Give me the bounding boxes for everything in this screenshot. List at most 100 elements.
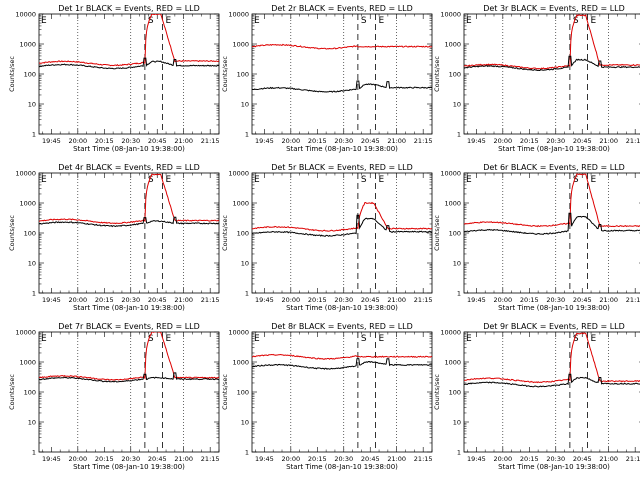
end-marker-label: E — [591, 334, 597, 344]
series-group — [252, 353, 432, 370]
axes-box — [463, 172, 640, 294]
x-tick-label: 21:00 — [174, 137, 193, 145]
x-tick-label: 21:15 — [414, 455, 433, 463]
x-tick-label: 21:15 — [626, 137, 640, 145]
y-tick-label: 100 — [237, 389, 249, 397]
y-axis-label: Counts/sec — [8, 215, 16, 251]
start-marker-label: S — [148, 175, 154, 185]
y-axis-label: Counts/sec — [221, 215, 229, 251]
x-tick-label: 20:15 — [308, 137, 327, 145]
y-tick-label: 10000 — [228, 170, 249, 178]
x-tick-label: 20:30 — [546, 137, 565, 145]
y-tick-label: 1000 — [232, 41, 249, 49]
detector-panel-8: Det 8r BLACK = Events, RED = LLD 1 10 100 10… — [221, 322, 433, 471]
x-axis-label: Start Time (08-Jan-10 19:38:00) — [73, 304, 185, 312]
x-tick-label: 20:30 — [334, 137, 353, 145]
detector-panel-6: Det 6r BLACK = Events, RED = LLD 1 10 100 10… — [433, 163, 640, 312]
corner-marker-label: E — [466, 334, 472, 344]
detector-panel-9: Det 9r BLACK = Events, RED = LLD 1 10 100 10… — [433, 322, 640, 471]
end-marker-label: E — [591, 175, 597, 185]
detector-panel-5: Det 5r BLACK = Events, RED = LLD 1 10 100 10… — [221, 163, 433, 312]
x-tick-label: 20:00 — [281, 455, 300, 463]
x-tick-label: 19:45 — [255, 455, 274, 463]
y-axis-label: Counts/sec — [433, 215, 441, 251]
x-tick-label: 21:00 — [599, 137, 618, 145]
y-axis-label: Counts/sec — [433, 374, 441, 410]
y-tick-label: 10000 — [15, 170, 36, 178]
panel-title: Det 8r BLACK = Events, RED = LLD — [271, 322, 413, 331]
series-group — [39, 173, 219, 228]
corner-marker-label: E — [466, 16, 472, 26]
y-axis-label: Counts/sec — [433, 56, 441, 92]
x-tick-label: 20:30 — [334, 296, 353, 304]
x-tick-label: 20:30 — [546, 455, 565, 463]
end-marker-label: E — [379, 175, 385, 185]
panel-title: Det 6r BLACK = Events, RED = LLD — [483, 163, 625, 172]
corner-marker-label: E — [254, 175, 260, 185]
y-tick-label: 1 — [32, 131, 36, 139]
y-tick-label: 100 — [24, 71, 36, 79]
start-marker-label: S — [573, 175, 579, 185]
y-tick-label: 1000 — [444, 41, 461, 49]
y-tick-label: 10 — [28, 419, 36, 427]
start-marker-label: S — [573, 334, 579, 344]
x-tick-label: 21:15 — [201, 455, 220, 463]
y-tick-label: 1 — [245, 131, 249, 139]
x-tick-label: 20:00 — [281, 137, 300, 145]
y-tick-label: 1 — [245, 449, 249, 457]
x-tick-label: 21:00 — [387, 137, 406, 145]
detector-panel-1: Det 1r BLACK = Events, RED = LLD 1 10 100 10… — [8, 4, 220, 153]
y-tick-label: 10000 — [228, 11, 249, 19]
y-tick-label: 1 — [457, 449, 461, 457]
y-tick-label: 10 — [241, 260, 249, 268]
y-tick-label: 100 — [449, 71, 461, 79]
x-tick-label: 20:15 — [520, 137, 539, 145]
lld-series-line — [464, 14, 640, 70]
panel-title: Det 1r BLACK = Events, RED = LLD — [58, 4, 200, 13]
x-tick-label: 20:15 — [520, 296, 539, 304]
x-axis-label: Start Time (08-Jan-10 19:38:00) — [286, 304, 398, 312]
events-series-line — [464, 373, 640, 388]
series-group — [252, 43, 432, 93]
x-axis-label: Start Time (08-Jan-10 19:38:00) — [73, 145, 185, 153]
events-series-line — [464, 55, 640, 72]
x-axis-label: Start Time (08-Jan-10 19:38:00) — [73, 463, 185, 471]
y-tick-label: 100 — [237, 230, 249, 238]
y-tick-label: 1 — [457, 290, 461, 298]
x-tick-label: 19:45 — [467, 455, 486, 463]
x-tick-label: 20:15 — [95, 455, 114, 463]
x-tick-label: 20:00 — [68, 296, 87, 304]
x-tick-label: 21:15 — [626, 455, 640, 463]
y-tick-label: 1000 — [19, 359, 36, 367]
y-tick-label: 100 — [24, 230, 36, 238]
panel-title: Det 2r BLACK = Events, RED = LLD — [271, 4, 413, 13]
start-marker-label: S — [148, 16, 154, 26]
x-tick-label: 20:45 — [361, 296, 380, 304]
y-tick-label: 100 — [449, 230, 461, 238]
y-tick-label: 1 — [245, 290, 249, 298]
x-tick-label: 20:00 — [493, 296, 512, 304]
corner-marker-label: E — [466, 175, 472, 185]
end-marker-label: E — [166, 334, 172, 344]
y-tick-label: 10000 — [15, 329, 36, 337]
x-tick-label: 21:15 — [201, 296, 220, 304]
series-group — [39, 14, 219, 70]
x-axis-label: Start Time (08-Jan-10 19:38:00) — [286, 145, 398, 153]
start-marker-label: S — [361, 175, 367, 185]
x-tick-label: 20:15 — [520, 455, 539, 463]
y-axis-label: Counts/sec — [8, 374, 16, 410]
y-tick-label: 10 — [453, 419, 461, 427]
start-marker-label: S — [361, 334, 367, 344]
y-tick-label: 100 — [237, 71, 249, 79]
x-tick-label: 21:00 — [387, 296, 406, 304]
y-tick-label: 1 — [32, 449, 36, 457]
x-tick-label: 21:00 — [599, 455, 618, 463]
x-tick-label: 20:30 — [121, 455, 140, 463]
y-axis-label: Counts/sec — [8, 56, 16, 92]
axes-box — [463, 13, 640, 135]
axes-box — [38, 331, 220, 453]
panel-title: Det 7r BLACK = Events, RED = LLD — [58, 322, 200, 331]
x-axis-label: Start Time (08-Jan-10 19:38:00) — [286, 463, 398, 471]
axes-box — [38, 172, 220, 294]
